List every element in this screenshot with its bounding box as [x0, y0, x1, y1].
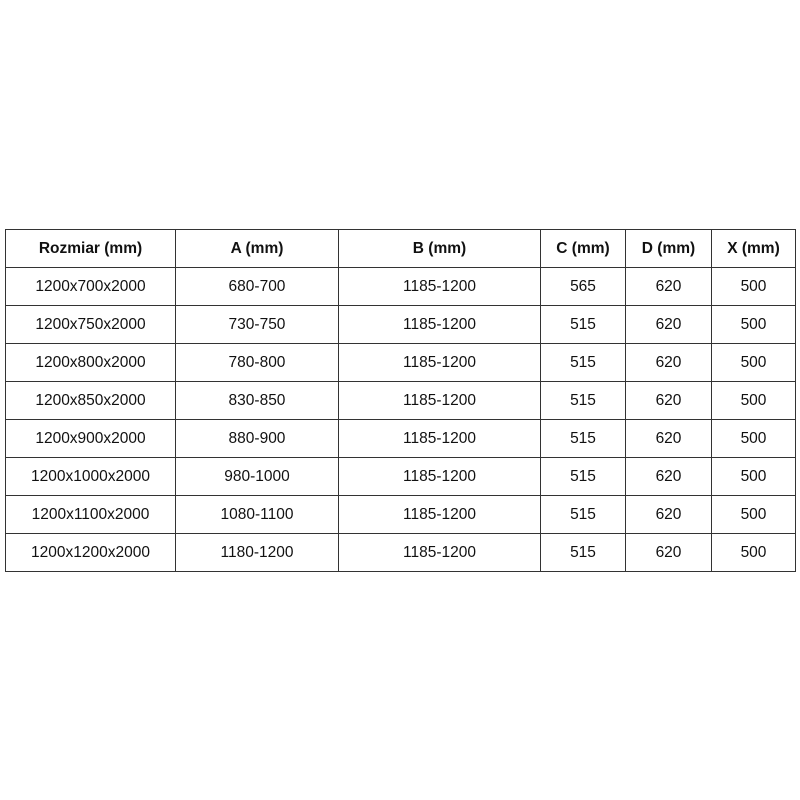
header-row: Rozmiar (mm) A (mm) B (mm) C (mm) D (mm)… [5, 229, 796, 268]
cell-x: 500 [711, 457, 796, 496]
cell-c: 515 [540, 381, 626, 420]
cell-x: 500 [711, 267, 796, 306]
table-row: 1200x700x2000 680-700 1185-1200 565 620 500 [5, 267, 796, 306]
header-d: D (mm) [625, 229, 712, 268]
cell-c: 515 [540, 533, 626, 572]
cell-size: 1200x800x2000 [5, 343, 176, 382]
cell-c: 565 [540, 267, 626, 306]
table-row: 1200x800x2000 780-800 1185-1200 515 620 500 [5, 343, 796, 382]
header-x: X (mm) [711, 229, 796, 268]
header-c: C (mm) [540, 229, 626, 268]
cell-x: 500 [711, 419, 796, 458]
table-row: 1200x1200x2000 1180-1200 1185-1200 515 620 50… [5, 533, 796, 572]
cell-x: 500 [711, 381, 796, 420]
cell-size: 1200x900x2000 [5, 419, 176, 458]
cell-size: 1200x1000x2000 [5, 457, 176, 496]
cell-d: 620 [625, 267, 712, 306]
header-size: Rozmiar (mm) [5, 229, 176, 268]
cell-a: 730-750 [175, 305, 339, 344]
cell-a: 980-1000 [175, 457, 339, 496]
table-row: 1200x750x2000 730-750 1185-1200 515 620 500 [5, 305, 796, 344]
table-row: 1200x900x2000 880-900 1185-1200 515 620 500 [5, 419, 796, 458]
header-b: B (mm) [338, 229, 541, 268]
header-a: A (mm) [175, 229, 339, 268]
cell-b: 1185-1200 [338, 457, 541, 496]
cell-x: 500 [711, 343, 796, 382]
cell-d: 620 [625, 495, 712, 534]
cell-d: 620 [625, 305, 712, 344]
cell-c: 515 [540, 343, 626, 382]
cell-b: 1185-1200 [338, 495, 541, 534]
cell-d: 620 [625, 419, 712, 458]
cell-x: 500 [711, 495, 796, 534]
cell-size: 1200x850x2000 [5, 381, 176, 420]
cell-a: 830-850 [175, 381, 339, 420]
cell-d: 620 [625, 457, 712, 496]
table-row: 1200x850x2000 830-850 1185-1200 515 620 500 [5, 381, 796, 420]
cell-size: 1200x1100x2000 [5, 495, 176, 534]
cell-size: 1200x700x2000 [5, 267, 176, 306]
cell-d: 620 [625, 343, 712, 382]
cell-a: 1180-1200 [175, 533, 339, 572]
cell-b: 1185-1200 [338, 419, 541, 458]
cell-x: 500 [711, 305, 796, 344]
cell-b: 1185-1200 [338, 533, 541, 572]
cell-a: 1080-1100 [175, 495, 339, 534]
table-row: 1200x1000x2000 980-1000 1185-1200 515 620 500 [5, 457, 796, 496]
cell-x: 500 [711, 533, 796, 572]
dimensions-table: Rozmiar (mm) A (mm) B (mm) C (mm) D (mm)… [5, 229, 796, 572]
cell-b: 1185-1200 [338, 305, 541, 344]
table-row: 1200x1100x2000 1080-1100 1185-1200 515 620 50… [5, 495, 796, 534]
cell-c: 515 [540, 457, 626, 496]
cell-c: 515 [540, 419, 626, 458]
cell-a: 680-700 [175, 267, 339, 306]
cell-c: 515 [540, 305, 626, 344]
cell-b: 1185-1200 [338, 381, 541, 420]
cell-a: 880-900 [175, 419, 339, 458]
cell-c: 515 [540, 495, 626, 534]
cell-b: 1185-1200 [338, 267, 541, 306]
cell-size: 1200x1200x2000 [5, 533, 176, 572]
cell-a: 780-800 [175, 343, 339, 382]
cell-b: 1185-1200 [338, 343, 541, 382]
cell-d: 620 [625, 533, 712, 572]
cell-size: 1200x750x2000 [5, 305, 176, 344]
cell-d: 620 [625, 381, 712, 420]
